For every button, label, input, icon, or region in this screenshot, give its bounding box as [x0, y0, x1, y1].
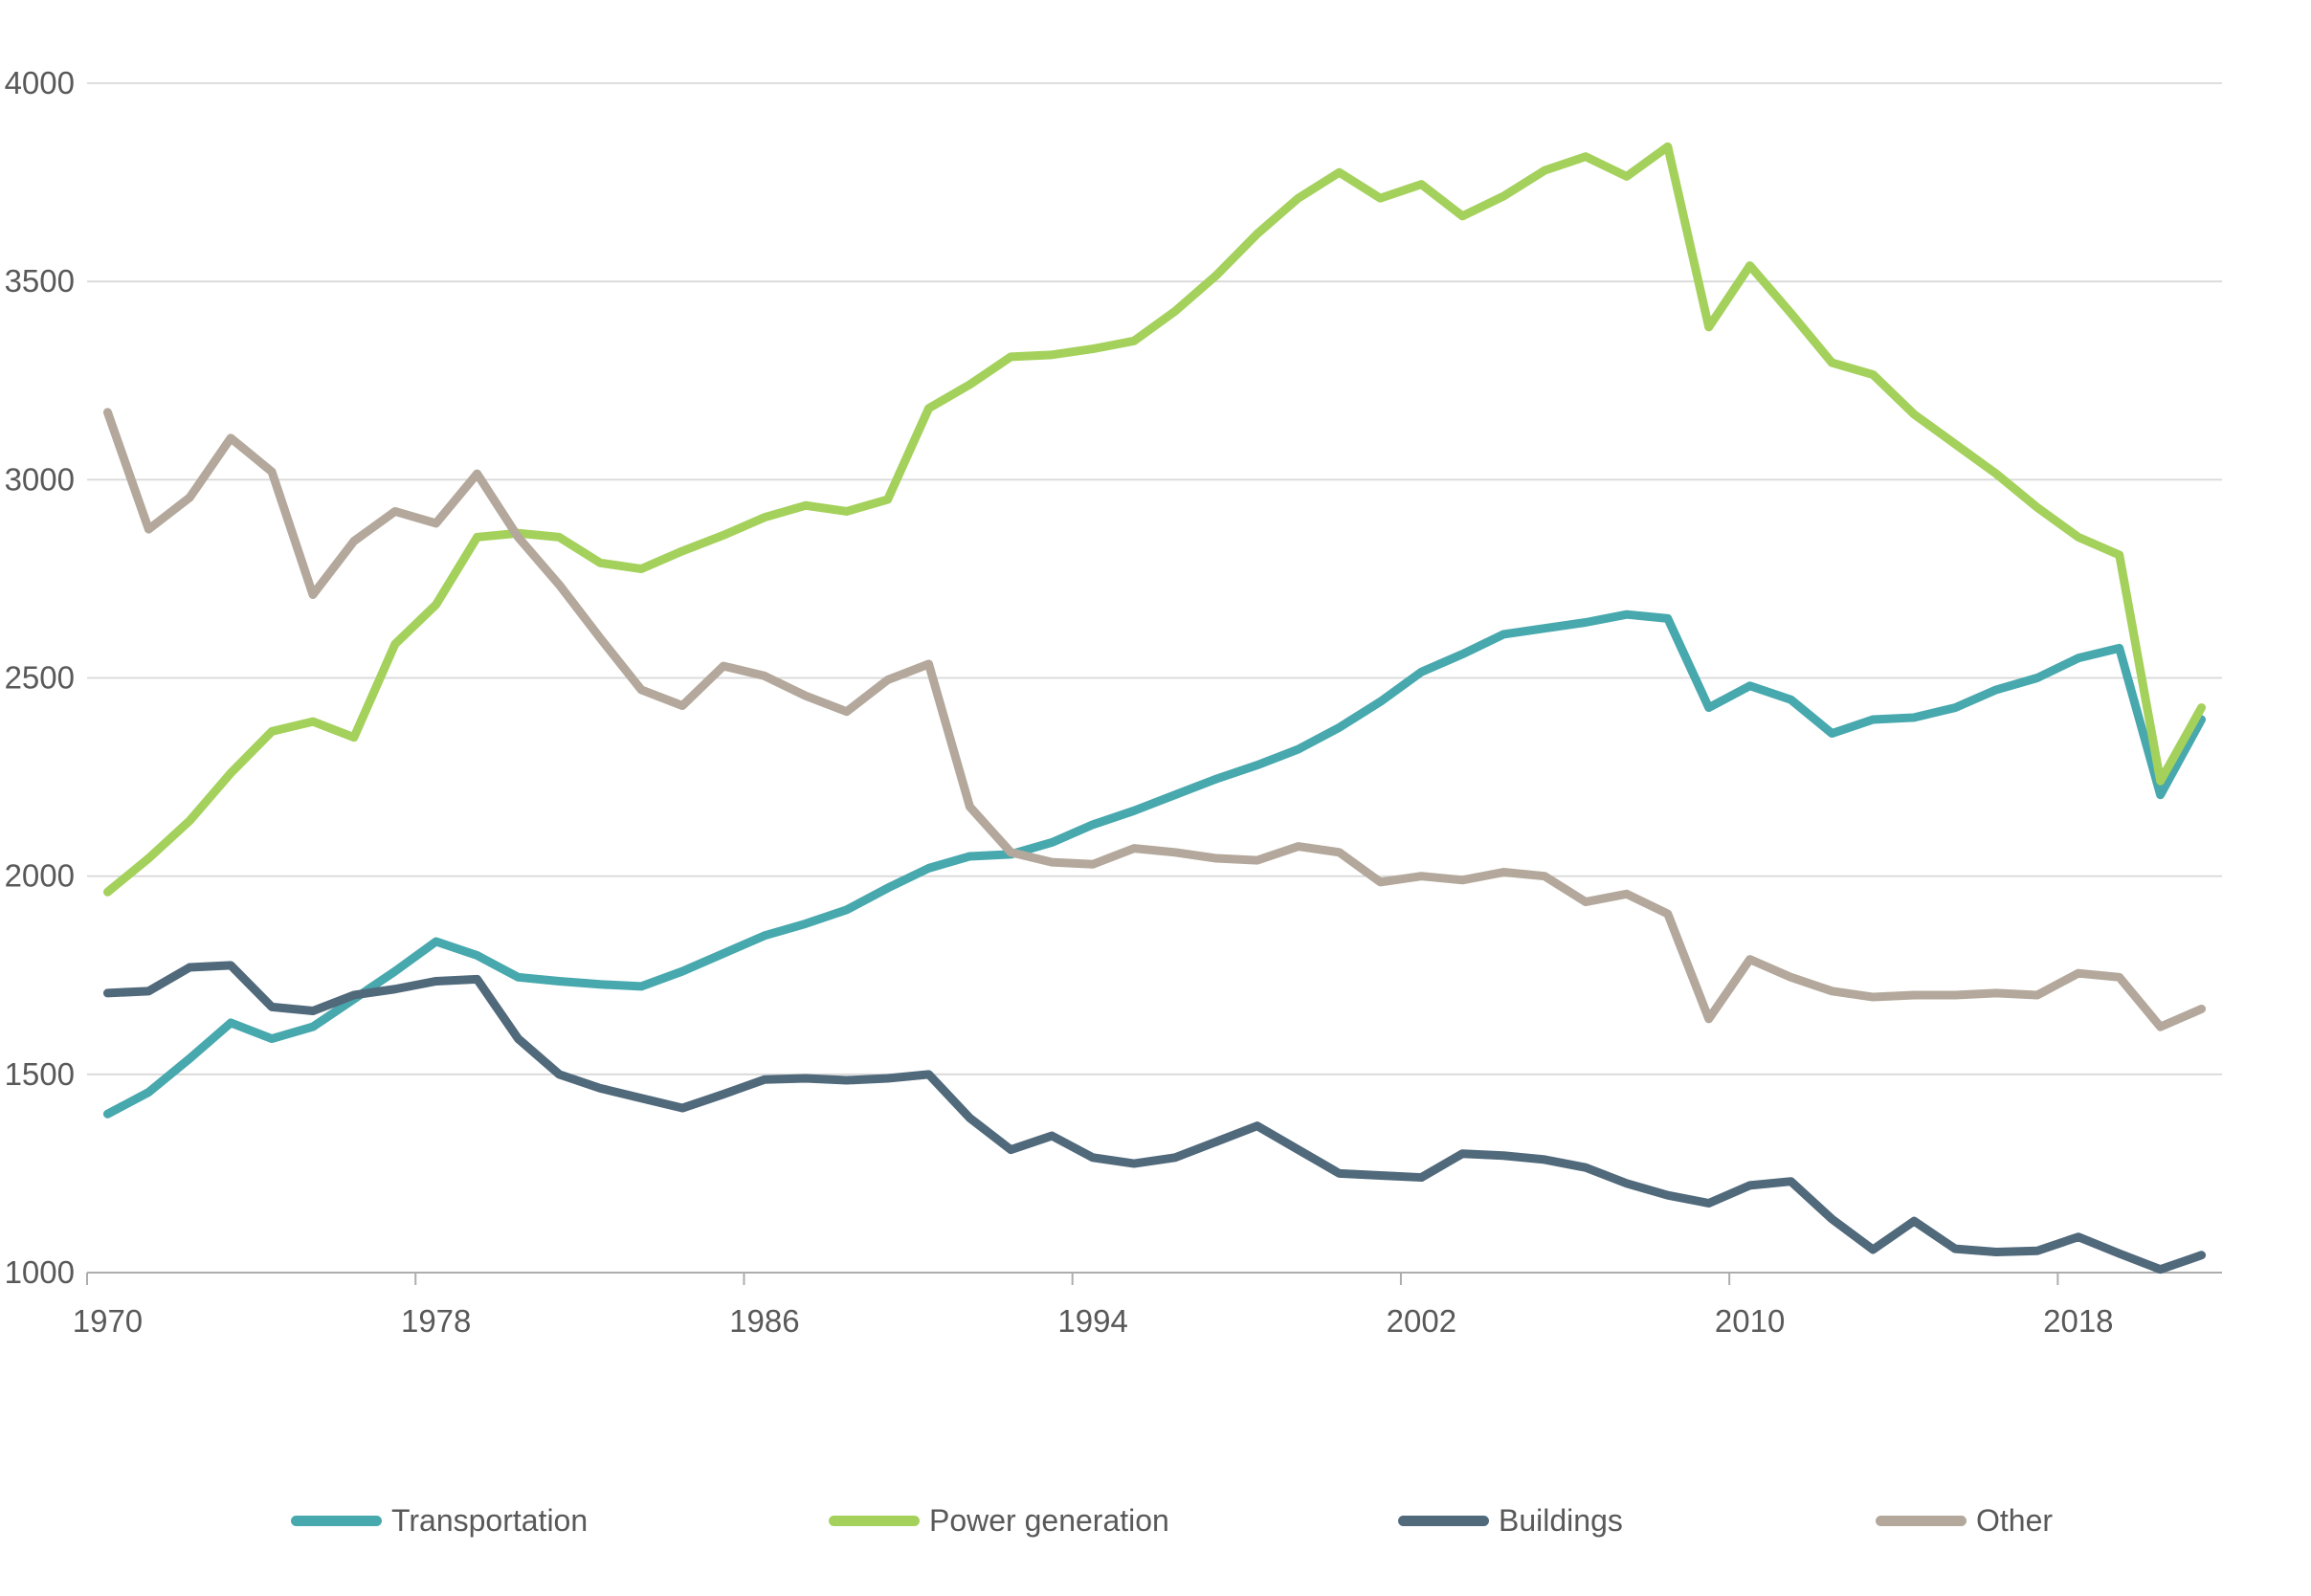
x-axis-label-1978: 1978	[401, 1303, 471, 1339]
y-axis-label-1000: 1000	[5, 1254, 75, 1290]
x-axis-label-1970: 1970	[73, 1303, 143, 1339]
series-line-transportation	[102, 610, 2207, 1119]
x-axis-label-1986: 1986	[729, 1303, 799, 1339]
x-axis-label-2002: 2002	[1387, 1303, 1456, 1339]
y-axis-label-2500: 2500	[5, 660, 75, 696]
x-axis-label-2018: 2018	[2043, 1303, 2113, 1339]
x-axis-label-2010: 2010	[1715, 1303, 1785, 1339]
series-line-power-generation	[102, 142, 2207, 897]
series-line-other	[102, 408, 2207, 1031]
y-axis-label-3000: 3000	[5, 461, 75, 497]
y-axis-label-4000: 4000	[5, 65, 75, 100]
y-axis-label-3500: 3500	[5, 263, 75, 299]
y-axis-label-1500: 1500	[5, 1056, 75, 1092]
series-line-buildings	[102, 961, 2207, 1275]
y-axis-label-2000: 2000	[5, 858, 75, 894]
x-axis-label-1994: 1994	[1057, 1303, 1127, 1339]
